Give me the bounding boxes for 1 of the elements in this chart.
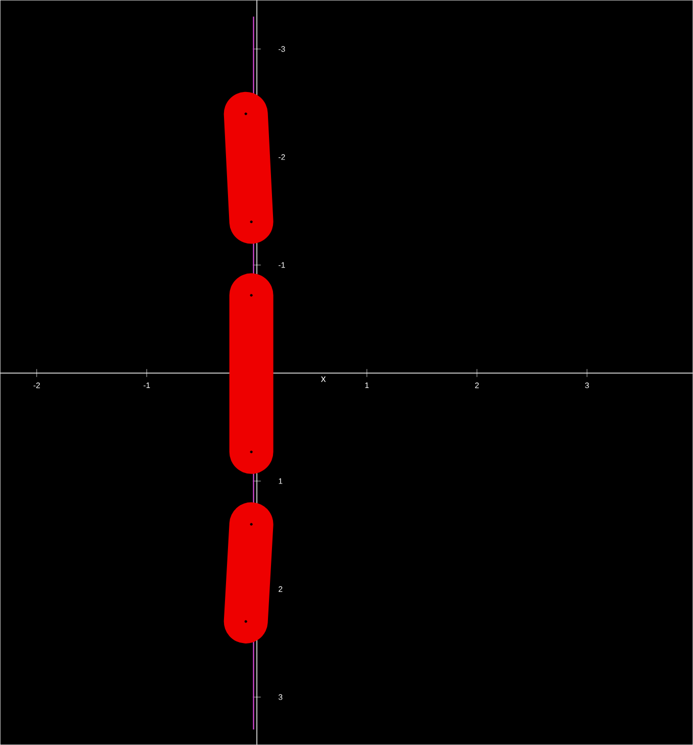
x-axis-title: x bbox=[320, 376, 326, 382]
